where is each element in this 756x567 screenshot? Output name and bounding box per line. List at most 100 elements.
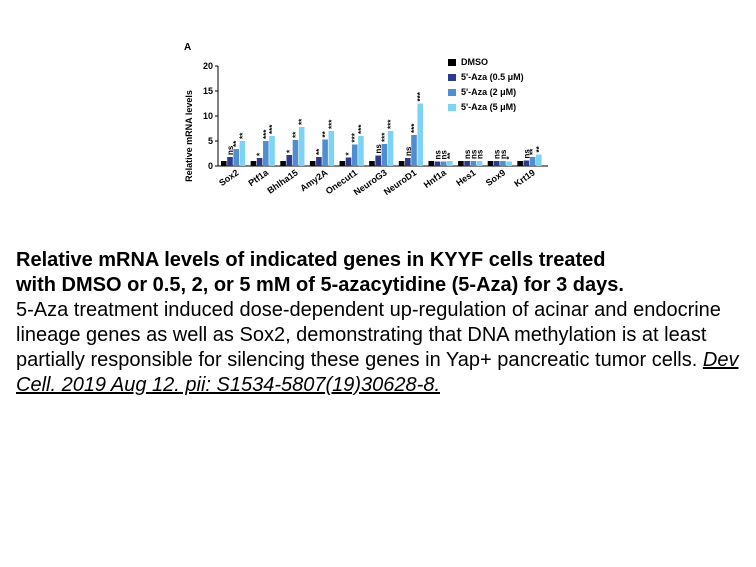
bar xyxy=(493,161,500,166)
significance-label: ns xyxy=(475,149,484,159)
significance-label: ns xyxy=(499,149,508,159)
significance-label: *** xyxy=(387,119,396,129)
bar xyxy=(292,140,299,166)
bar xyxy=(487,161,494,166)
bar xyxy=(280,161,286,166)
significance-label: ns xyxy=(226,145,235,155)
bar xyxy=(286,155,293,166)
legend-entry: 5'-Aza (2 μM) xyxy=(461,87,516,97)
y-tick-label: 20 xyxy=(203,61,213,71)
x-tick-labels: Sox2 Ptf1aBhlha15Amy2AOnecut1NeuroG3Neuro… xyxy=(217,167,537,198)
significance-label: ns xyxy=(440,150,449,160)
bar xyxy=(535,154,542,166)
bar xyxy=(428,161,435,166)
legend-swatch xyxy=(448,104,456,111)
bar xyxy=(398,161,405,166)
bar xyxy=(405,158,411,166)
bar xyxy=(517,161,523,166)
y-tick-label: 5 xyxy=(208,136,213,146)
bar xyxy=(381,144,388,166)
significance-label: ns xyxy=(522,149,531,159)
bar xyxy=(322,139,328,166)
y-tick-label: 0 xyxy=(208,161,213,171)
significance-label: ns xyxy=(469,149,478,159)
bar xyxy=(500,161,506,166)
y-axis-label: Relative mRNA levels xyxy=(184,90,194,182)
significance-label: ** xyxy=(232,140,241,147)
x-tick-label: NeuroG3 xyxy=(352,167,389,197)
significance-label: * xyxy=(285,149,294,153)
bar xyxy=(476,161,483,166)
bar xyxy=(464,161,470,166)
bar xyxy=(298,127,305,166)
bar xyxy=(434,161,441,166)
significance-label: ns xyxy=(433,150,442,160)
significance-label: ** xyxy=(529,148,538,155)
significance-label: *** xyxy=(380,132,389,142)
x-tick-label: Hes1 xyxy=(454,167,477,188)
x-tick-label: Sox9 xyxy=(484,167,507,188)
x-tick-label: NeuroD1 xyxy=(382,167,418,197)
figure-caption: Relative mRNA levels of indicated genes … xyxy=(16,248,748,398)
bar xyxy=(440,161,447,166)
bar xyxy=(309,161,316,166)
significance-label: ns xyxy=(374,144,383,154)
bar xyxy=(233,149,239,166)
bar xyxy=(387,131,394,166)
bar xyxy=(250,161,257,166)
significance-label: ** xyxy=(535,145,544,152)
y-tick-label: 15 xyxy=(203,86,213,96)
significance-label: *** xyxy=(351,132,360,142)
significance-label: ** xyxy=(315,148,324,155)
legend-swatch xyxy=(448,89,456,96)
legend-entry: 5'-Aza (0.5 μM) xyxy=(461,72,524,82)
bar xyxy=(328,131,335,166)
significance-label: ns xyxy=(493,149,502,159)
citation-link[interactable]: Dev Cell. 2019 Aug 12. pii: S1534-5807(1… xyxy=(16,349,739,396)
legend: DMSO 5'-Aza (0.5 μM) 5'-Aza (2 μM) 5'-Aza (… xyxy=(448,57,524,112)
bar xyxy=(375,155,381,166)
significance-label: * xyxy=(505,156,514,160)
x-tick-label: Hnf1a xyxy=(422,167,449,190)
x-tick-label: Krt19 xyxy=(512,167,537,188)
bar xyxy=(316,157,322,166)
caption-title-line-1: Relative mRNA levels of indicated genes … xyxy=(16,249,606,271)
bar xyxy=(458,161,464,166)
bar xyxy=(351,144,358,166)
legend-entry: 5'-Aza (5 μM) xyxy=(461,102,516,112)
panel-label: A xyxy=(184,42,191,53)
bar xyxy=(256,158,263,166)
significance-label: *** xyxy=(262,129,271,139)
significance-label: *** xyxy=(268,124,277,134)
significance-label: *** xyxy=(410,123,419,133)
significance-label: ** xyxy=(298,118,307,125)
significance-label: *** xyxy=(416,91,425,101)
significance-labels: ns******************************ns******… xyxy=(226,91,544,159)
bar xyxy=(263,141,269,166)
significance-label: ns xyxy=(404,146,413,156)
significance-label: ** xyxy=(446,152,455,159)
x-tick-label: Bhlha15 xyxy=(265,167,299,195)
bar xyxy=(227,157,233,166)
significance-label: ** xyxy=(238,132,247,139)
legend-entry: DMSO xyxy=(461,57,488,67)
y-tick-label: 10 xyxy=(203,111,213,121)
legend-swatch xyxy=(448,59,456,66)
bar xyxy=(358,136,364,166)
bar xyxy=(523,160,530,166)
bar xyxy=(269,136,275,166)
bar xyxy=(447,161,453,166)
bar xyxy=(411,135,417,166)
bar xyxy=(506,161,512,166)
significance-label: *** xyxy=(357,124,366,134)
significance-label: ** xyxy=(321,130,330,137)
bar xyxy=(470,161,477,166)
bar xyxy=(417,103,424,166)
caption-title-line-2: with DMSO or 0.5, 2, or 5 mM of 5-azacyt… xyxy=(16,274,624,296)
bar xyxy=(339,161,346,166)
bar xyxy=(345,157,352,166)
bar xyxy=(239,141,246,166)
significance-label: ** xyxy=(291,131,300,138)
significance-label: * xyxy=(345,152,354,156)
